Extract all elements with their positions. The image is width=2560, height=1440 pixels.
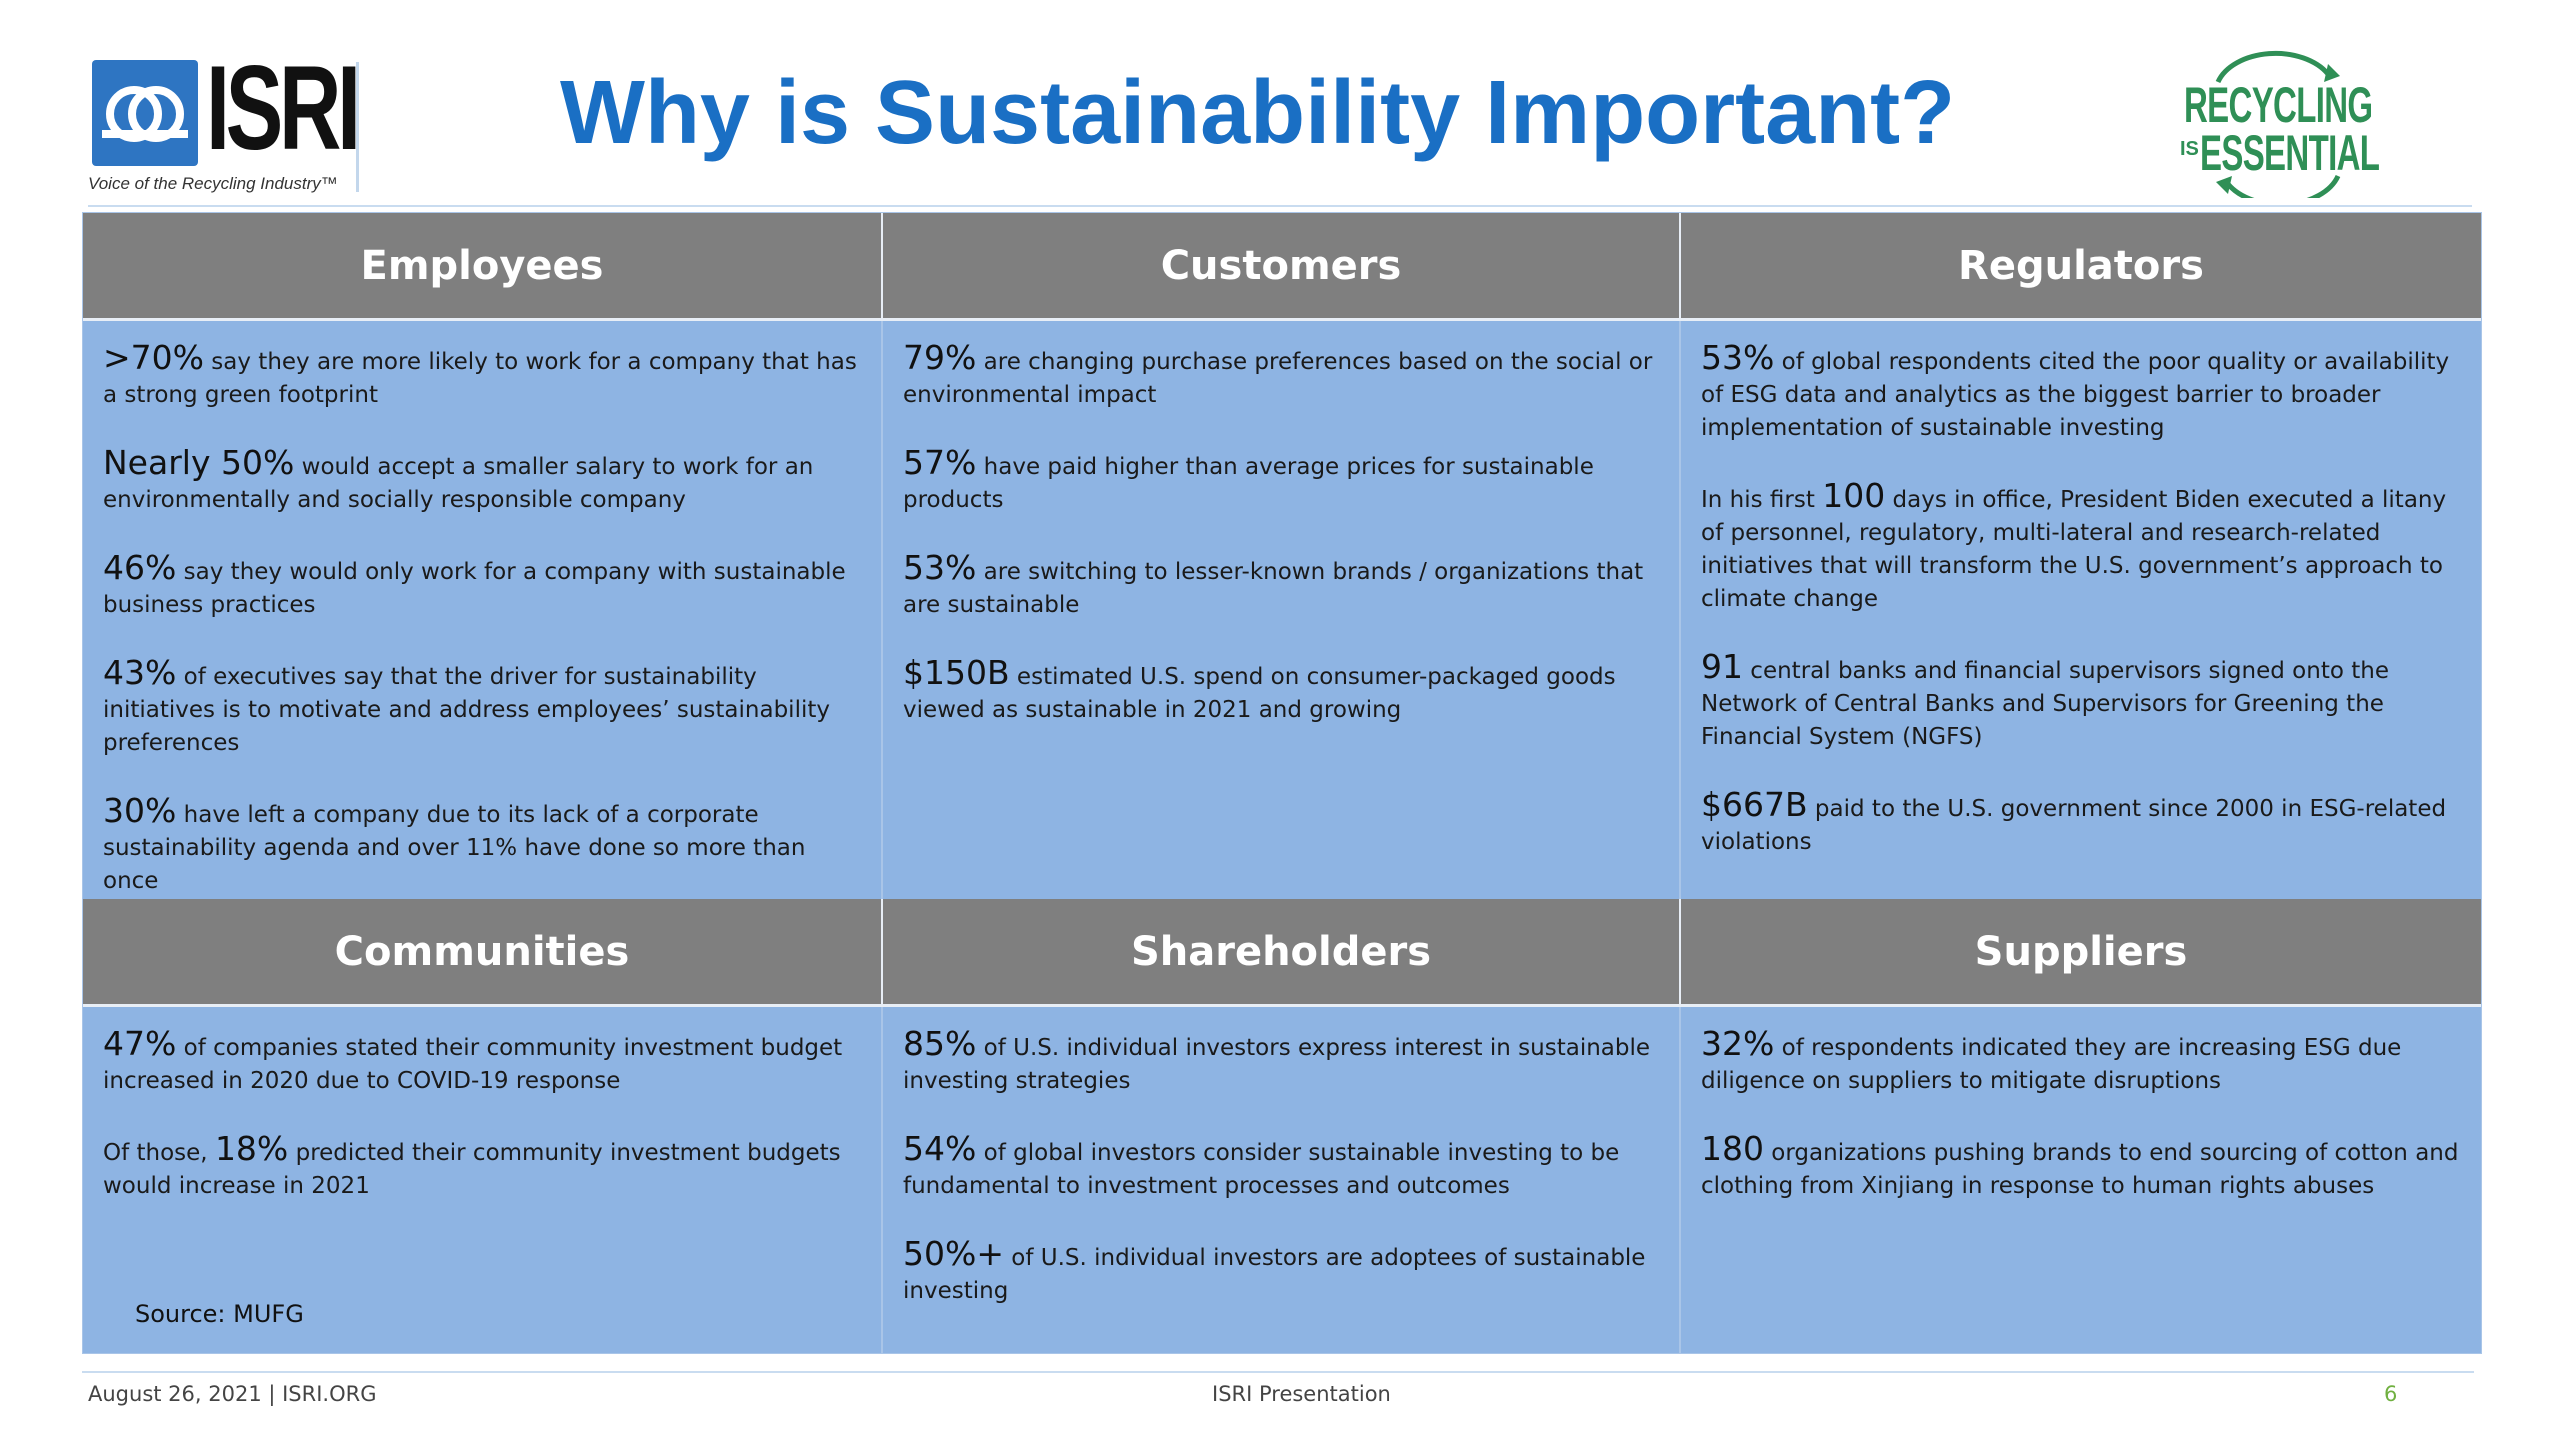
- stat-text: have paid higher than average prices for…: [903, 454, 1594, 513]
- stat-text: organizations pushing brands to end sour…: [1701, 1140, 2459, 1199]
- cell-communities: 47% of companies stated their community …: [83, 1007, 883, 1353]
- stat-text: paid to the U.S. government since 2000 i…: [1701, 796, 2447, 855]
- stat-number: 18%: [214, 1129, 289, 1168]
- footer-date-site: August 26, 2021 | ISRI.ORG: [88, 1382, 377, 1406]
- stat-number: 32%: [1701, 1024, 1775, 1063]
- stat-text: of companies stated their community inve…: [103, 1035, 843, 1094]
- cell-suppliers: 32% of respondents indicated they are in…: [1681, 1007, 2481, 1353]
- stat-item: $667B paid to the U.S. government since …: [1701, 788, 2459, 859]
- page-number: 6: [2384, 1382, 2398, 1406]
- stat-number: 79%: [903, 338, 977, 377]
- stat-item: 46% say they would only work for a compa…: [103, 551, 859, 622]
- stat-text: of respondents indicated they are increa…: [1701, 1035, 2402, 1094]
- recycling-is-essential-badge: RECYCLING IS ESSENTIAL: [2178, 48, 2380, 198]
- isri-logo-wordmark: ISRI: [206, 41, 361, 175]
- stat-item: 79% are changing purchase preferences ba…: [903, 341, 1657, 412]
- stat-text: have left a company due to its lack of a…: [103, 802, 806, 894]
- stat-text: days in office, President Biden executed…: [1701, 487, 2447, 612]
- isri-tagline: Voice of the Recycling Industry™: [88, 174, 338, 193]
- stat-number: 53%: [1701, 338, 1775, 377]
- header-divider: [88, 205, 2472, 207]
- heading-employees: Employees: [83, 213, 883, 321]
- source-note: Source: MUFG: [135, 1300, 304, 1328]
- heading-customers: Customers: [883, 213, 1681, 321]
- stat-item: In his first 100 days in office, Preside…: [1701, 479, 2459, 616]
- footer-presentation-label: ISRI Presentation: [1212, 1382, 1391, 1406]
- stat-number: 46%: [103, 548, 177, 587]
- stat-text: of U.S. individual investors express int…: [903, 1035, 1651, 1094]
- stat-text: say they would only work for a company w…: [103, 559, 846, 618]
- heading-communities: Communities: [83, 899, 883, 1007]
- stat-item: 53% are switching to lesser-known brands…: [903, 551, 1657, 622]
- stat-text: of executives say that the driver for su…: [103, 664, 830, 756]
- stat-number: 47%: [103, 1024, 177, 1063]
- stat-item: 47% of companies stated their community …: [103, 1027, 859, 1098]
- stat-number: 30%: [103, 791, 177, 830]
- stat-number: 43%: [103, 653, 177, 692]
- stat-text: estimated U.S. spend on consumer-package…: [903, 664, 1616, 723]
- stat-number: Nearly 50%: [103, 443, 295, 482]
- stat-item: $150B estimated U.S. spend on consumer-p…: [903, 656, 1657, 727]
- stat-item: 53% of global respondents cited the poor…: [1701, 341, 2459, 445]
- stat-text: say they are more likely to work for a c…: [103, 349, 857, 408]
- cell-employees: >70% say they are more likely to work fo…: [83, 321, 883, 899]
- cell-shareholders: 85% of U.S. individual investors express…: [883, 1007, 1681, 1353]
- stat-item: Nearly 50% would accept a smaller salary…: [103, 446, 859, 517]
- stat-number: 180: [1701, 1129, 1764, 1168]
- stat-prefix: Of those,: [103, 1140, 215, 1166]
- stat-text: central banks and financial supervisors …: [1701, 658, 2389, 750]
- stat-item: 180 organizations pushing brands to end …: [1701, 1132, 2459, 1203]
- footer-divider: [82, 1371, 2474, 1373]
- stat-text: of U.S. individual investors are adoptee…: [903, 1245, 1646, 1304]
- stat-number: 91: [1701, 647, 1743, 686]
- stat-item: 50%+ of U.S. individual investors are ad…: [903, 1237, 1657, 1308]
- stat-text: are changing purchase preferences based …: [903, 349, 1653, 408]
- stat-number: 54%: [903, 1129, 977, 1168]
- stat-item: 57% have paid higher than average prices…: [903, 446, 1657, 517]
- stat-item: 30% have left a company due to its lack …: [103, 794, 859, 898]
- badge-essential-text: ESSENTIAL: [2200, 125, 2380, 181]
- badge-is-text: IS: [2180, 138, 2199, 160]
- stat-item: 43% of executives say that the driver fo…: [103, 656, 859, 760]
- stat-item: >70% say they are more likely to work fo…: [103, 341, 859, 412]
- stat-number: >70%: [103, 338, 204, 377]
- cell-customers: 79% are changing purchase preferences ba…: [883, 321, 1681, 899]
- isri-logo-mark-icon: [92, 60, 198, 166]
- page-title: Why is Sustainability Important?: [560, 63, 1956, 163]
- heading-shareholders: Shareholders: [883, 899, 1681, 1007]
- stat-item: 32% of respondents indicated they are in…: [1701, 1027, 2459, 1098]
- stat-text: of global investors consider sustainable…: [903, 1140, 1620, 1199]
- stat-number: 85%: [903, 1024, 977, 1063]
- stat-number: $150B: [903, 653, 1010, 692]
- stat-number: 50%+: [903, 1234, 1004, 1273]
- stat-text: predicted their community investment bud…: [103, 1140, 841, 1199]
- stat-number: 53%: [903, 548, 977, 587]
- badge-recycling-text: RECYCLING: [2184, 77, 2373, 133]
- logo-divider: [356, 62, 359, 192]
- stat-item: Of those, 18% predicted their community …: [103, 1132, 859, 1203]
- stat-number: 57%: [903, 443, 977, 482]
- stat-item: 85% of U.S. individual investors express…: [903, 1027, 1657, 1098]
- stat-text: of global respondents cited the poor qua…: [1701, 349, 2450, 441]
- stat-item: 91 central banks and financial superviso…: [1701, 650, 2459, 754]
- stat-prefix: In his first: [1701, 487, 1823, 513]
- sustainability-grid: Employees Customers Regulators >70% say …: [82, 212, 2482, 1354]
- isri-logo: ISRI Voice of the Recycling Industry™: [88, 48, 368, 200]
- stat-number: $667B: [1701, 785, 1808, 824]
- stat-text: would accept a smaller salary to work fo…: [103, 454, 814, 513]
- cell-regulators: 53% of global respondents cited the poor…: [1681, 321, 2481, 899]
- heading-suppliers: Suppliers: [1681, 899, 2481, 1007]
- stat-item: 54% of global investors consider sustain…: [903, 1132, 1657, 1203]
- recycle-arrows-icon: [2215, 50, 2341, 198]
- stat-number: 100: [1822, 476, 1886, 515]
- heading-regulators: Regulators: [1681, 213, 2481, 321]
- stat-text: are switching to lesser-known brands / o…: [903, 559, 1644, 618]
